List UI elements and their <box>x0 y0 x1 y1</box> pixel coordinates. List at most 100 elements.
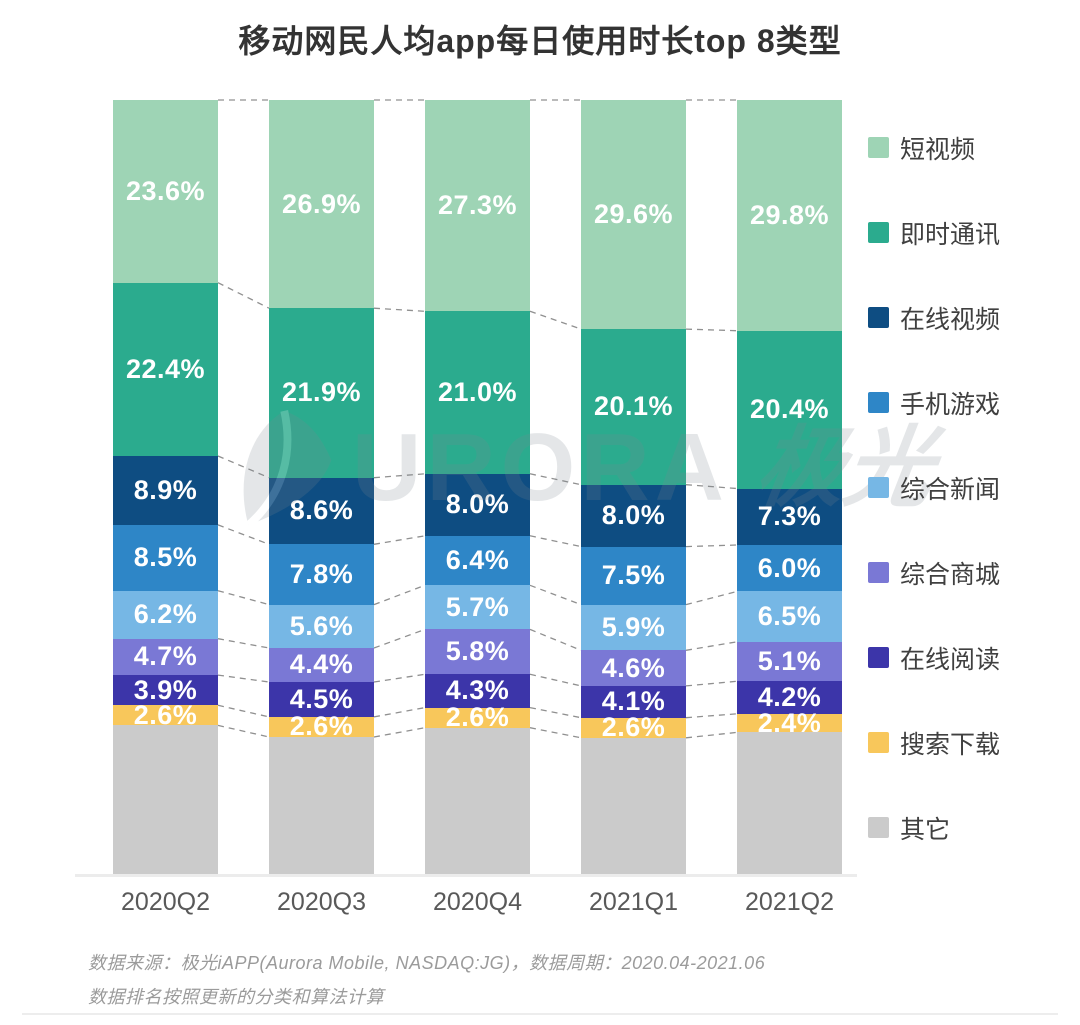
x-axis-baseline <box>75 874 857 877</box>
legend: 短视频即时通讯在线视频手机游戏综合新闻综合商城在线阅读搜索下载其它 <box>868 105 1000 870</box>
bar-segment: 22.4% <box>113 282 218 457</box>
legend-label: 综合商城 <box>900 560 1001 589</box>
bar-segment: 20.4% <box>737 330 842 489</box>
x-axis-label: 2020Q4 <box>433 888 522 916</box>
segment-value-label: 4.5% <box>289 683 354 714</box>
bar-segment: 5.6% <box>269 604 374 648</box>
segment-value-label: 5.7% <box>445 591 510 622</box>
bar-segment: 26.9% <box>269 100 374 309</box>
segment-value-label: 21.0% <box>437 377 518 408</box>
bar-segment: 2.6% <box>425 704 530 731</box>
bottom-divider <box>22 1013 1058 1015</box>
segment-value-label: 4.2% <box>757 681 822 712</box>
segment-value-label: 5.8% <box>445 636 510 667</box>
segment-value-label: 26.9% <box>281 188 362 219</box>
segment-value-label: 20.1% <box>593 391 674 422</box>
legend-item: 在线视频 <box>868 275 1000 360</box>
bar-segment <box>581 737 686 874</box>
segment-value-label: 4.7% <box>133 641 198 672</box>
chart-title: 移动网民人均app每日使用时长top 8类型 <box>238 23 842 59</box>
bar-segment: 4.5% <box>269 682 374 717</box>
bar-segment: 2.6% <box>113 701 218 728</box>
segment-value-label: 4.1% <box>601 686 666 717</box>
segment-value-label: 27.3% <box>437 190 518 221</box>
segment-value-label: 5.6% <box>289 610 354 641</box>
legend-label: 其它 <box>900 815 951 844</box>
segment-value-label: 6.2% <box>133 599 198 630</box>
x-axis-label: 2021Q1 <box>589 888 678 916</box>
legend-swatch-icon <box>868 562 889 583</box>
legend-swatch-icon <box>868 477 889 498</box>
bar-segment: 7.8% <box>269 544 374 605</box>
footer: 数据来源：极光iAPP(Aurora Mobile, NASDAQ:JG)，数据… <box>88 946 765 1014</box>
bar-segment: 4.4% <box>269 647 374 683</box>
bar-segment: 4.2% <box>737 681 842 714</box>
segment-value-label: 7.5% <box>601 560 666 591</box>
bar-segment: 6.5% <box>737 591 842 642</box>
legend-item: 搜索下载 <box>868 700 1000 785</box>
bar-segment: 8.0% <box>581 484 686 547</box>
legend-swatch-icon <box>868 222 889 243</box>
segment-value-label: 6.4% <box>445 545 510 575</box>
bar-segment: 2.6% <box>269 713 374 740</box>
bar-segment: 7.3% <box>737 488 842 546</box>
segment-value-label: 4.6% <box>601 652 666 683</box>
legend-label: 综合新闻 <box>900 475 1001 504</box>
segment-value-label: 4.3% <box>445 675 510 706</box>
bar-segment: 29.6% <box>581 100 686 330</box>
legend-label: 短视频 <box>900 135 976 164</box>
bar-segment: 21.9% <box>269 308 374 478</box>
segment-value-label: 29.8% <box>749 199 830 230</box>
legend-label: 手机游戏 <box>900 390 1001 419</box>
segment-value-label: 8.0% <box>445 489 510 520</box>
legend-label: 搜索下载 <box>900 730 1001 759</box>
legend-item: 手机游戏 <box>868 360 1000 445</box>
stacked-bar-2020Q2: 23.6% 22.4% 8.9% 8.5% 6.2% 4.7% 3.9% 2.6% <box>113 100 218 874</box>
segment-value-label: 7.8% <box>289 558 354 589</box>
bar-segment: 21.0% <box>425 311 530 474</box>
bar-segment <box>737 732 842 874</box>
bar-segment: 4.6% <box>581 650 686 686</box>
bar-segment: 27.3% <box>425 100 530 312</box>
x-axis-label: 2020Q3 <box>277 888 366 916</box>
legend-label: 在线阅读 <box>900 645 1001 674</box>
bar-segment: 2.4% <box>737 709 842 736</box>
bar-segment: 8.6% <box>269 477 374 545</box>
bar-segment: 6.4% <box>425 535 530 586</box>
segment-value-label: 4.4% <box>289 649 354 680</box>
legend-swatch-icon <box>868 307 889 328</box>
bar-segment: 6.2% <box>113 590 218 639</box>
bar-segment: 3.9% <box>113 674 218 706</box>
segment-value-label: 29.6% <box>593 199 674 230</box>
bar-segment: 7.5% <box>581 546 686 605</box>
legend-item: 综合新闻 <box>868 445 1000 530</box>
segment-value-label: 2.6% <box>133 699 198 730</box>
legend-label: 即时通讯 <box>900 220 1001 249</box>
legend-item: 即时通讯 <box>868 190 1000 275</box>
stacked-bar-2020Q3: 26.9% 21.9% 8.6% 7.8% 5.6% 4.4% 4.5% 2.6% <box>269 100 374 874</box>
segment-value-label: 8.6% <box>289 495 354 526</box>
bar-segment: 4.1% <box>581 685 686 718</box>
bar-segment: 8.5% <box>113 524 218 591</box>
x-axis-label: 2020Q2 <box>121 888 210 916</box>
bar-segment: 5.1% <box>737 641 842 682</box>
bar-segment: 20.1% <box>581 329 686 485</box>
footer-source-line: 数据来源：极光iAPP(Aurora Mobile, NASDAQ:JG)，数据… <box>88 953 766 973</box>
segment-value-label: 21.9% <box>281 377 362 408</box>
x-axis-label: 2021Q2 <box>745 888 834 916</box>
legend-item: 在线阅读 <box>868 615 1000 700</box>
legend-swatch-icon <box>868 647 889 668</box>
bar-segment: 5.9% <box>581 604 686 651</box>
legend-swatch-icon <box>868 817 889 838</box>
legend-swatch-icon <box>868 137 889 158</box>
segment-value-label: 2.4% <box>757 707 822 738</box>
stacked-bar-2021Q2: 29.8% 20.4% 7.3% 6.0% 6.5% 5.1% 4.2% 2.4% <box>737 100 842 874</box>
bar-segment: 5.8% <box>425 629 530 675</box>
segment-value-label: 23.6% <box>125 175 206 206</box>
segment-value-label: 3.9% <box>133 674 198 705</box>
bar-segment: 4.3% <box>425 674 530 708</box>
bar-segment: 2.6% <box>581 714 686 741</box>
bar-segment: 6.0% <box>737 545 842 592</box>
bar-segment <box>113 725 218 874</box>
